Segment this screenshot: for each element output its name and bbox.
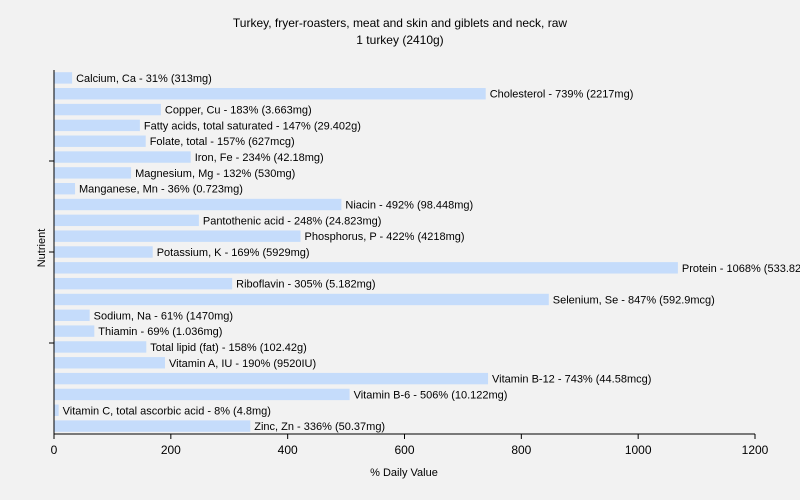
bar bbox=[54, 388, 350, 401]
x-tick-label: 0 bbox=[51, 443, 58, 457]
bar bbox=[54, 357, 165, 369]
bar bbox=[54, 214, 199, 227]
bar bbox=[54, 246, 153, 258]
bar bbox=[54, 72, 73, 84]
bar bbox=[54, 404, 59, 416]
x-tick-label: 1000 bbox=[625, 443, 652, 457]
bar-label: Fatty acids, total saturated - 147% (29.… bbox=[144, 120, 361, 132]
x-tick-label: 800 bbox=[511, 443, 531, 457]
bar-label: Copper, Cu - 183% (3.663mg) bbox=[165, 105, 312, 117]
bar-label: Vitamin B-6 - 506% (10.122mg) bbox=[354, 389, 508, 401]
bar bbox=[54, 341, 147, 353]
bar-label: Thiamin - 69% (1.036mg) bbox=[98, 326, 222, 338]
chart-subtitle: 1 turkey (2410g) bbox=[356, 33, 443, 47]
bars-group bbox=[54, 72, 678, 432]
axes-group: 0 200 400 600 800 1000 1200 bbox=[49, 70, 769, 457]
bar-label: Phosphorus, P - 422% (4218mg) bbox=[305, 231, 465, 243]
bar bbox=[54, 420, 251, 432]
bar bbox=[54, 198, 342, 211]
bar bbox=[54, 230, 301, 242]
x-tick-label: 400 bbox=[278, 443, 298, 457]
bar-label: Cholesterol - 739% (2217mg) bbox=[490, 89, 634, 101]
bar-label: Riboflavin - 305% (5.182mg) bbox=[236, 279, 375, 291]
bar-label: Selenium, Se - 847% (592.9mcg) bbox=[553, 294, 715, 306]
bar-label: Vitamin B-12 - 743% (44.58mcg) bbox=[492, 374, 651, 386]
bar bbox=[54, 277, 233, 290]
chart-title: Turkey, fryer-roasters, meat and skin an… bbox=[233, 16, 567, 30]
bar-label: Magnesium, Mg - 132% (530mg) bbox=[135, 168, 295, 180]
bar-label: Vitamin C, total ascorbic acid - 8% (4.8… bbox=[63, 405, 271, 417]
bar-label: Protein - 1068% (533.82g) bbox=[682, 263, 800, 275]
bar bbox=[54, 262, 678, 274]
bar-label: Sodium, Na - 61% (1470mg) bbox=[94, 310, 233, 322]
bar-labels-group: Calcium, Ca - 31% (313mg) Cholesterol - 7… bbox=[63, 73, 800, 433]
bar bbox=[54, 372, 489, 385]
bar bbox=[54, 135, 146, 147]
bar-label: Iron, Fe - 234% (42.18mg) bbox=[195, 152, 324, 164]
bar-label: Vitamin A, IU - 190% (9520IU) bbox=[169, 358, 316, 370]
bar bbox=[54, 167, 132, 179]
bar-label: Pantothenic acid - 248% (24.823mg) bbox=[203, 215, 382, 227]
bar bbox=[54, 325, 95, 337]
bar-label: Niacin - 492% (98.448mg) bbox=[345, 200, 473, 212]
bar bbox=[54, 151, 191, 163]
bar-label: Manganese, Mn - 36% (0.723mg) bbox=[79, 184, 243, 196]
bar bbox=[54, 182, 76, 195]
bar-label: Potassium, K - 169% (5929mg) bbox=[157, 247, 310, 259]
bar bbox=[54, 103, 161, 116]
x-axis-label: % Daily Value bbox=[370, 467, 438, 479]
bar-label: Calcium, Ca - 31% (313mg) bbox=[76, 73, 212, 85]
bar bbox=[54, 119, 140, 132]
bar bbox=[54, 88, 486, 100]
x-tick-label: 1200 bbox=[742, 443, 769, 457]
x-tick-label: 600 bbox=[394, 443, 414, 457]
x-tick-label: 200 bbox=[161, 443, 181, 457]
y-axis-label: Nutrient bbox=[36, 229, 48, 268]
bar-label: Total lipid (fat) - 158% (102.42g) bbox=[150, 342, 307, 354]
bar bbox=[54, 309, 90, 322]
bar-label: Zinc, Zn - 336% (50.37mg) bbox=[254, 421, 385, 433]
bar-label: Folate, total - 157% (627mcg) bbox=[150, 136, 295, 148]
bar bbox=[54, 293, 549, 306]
